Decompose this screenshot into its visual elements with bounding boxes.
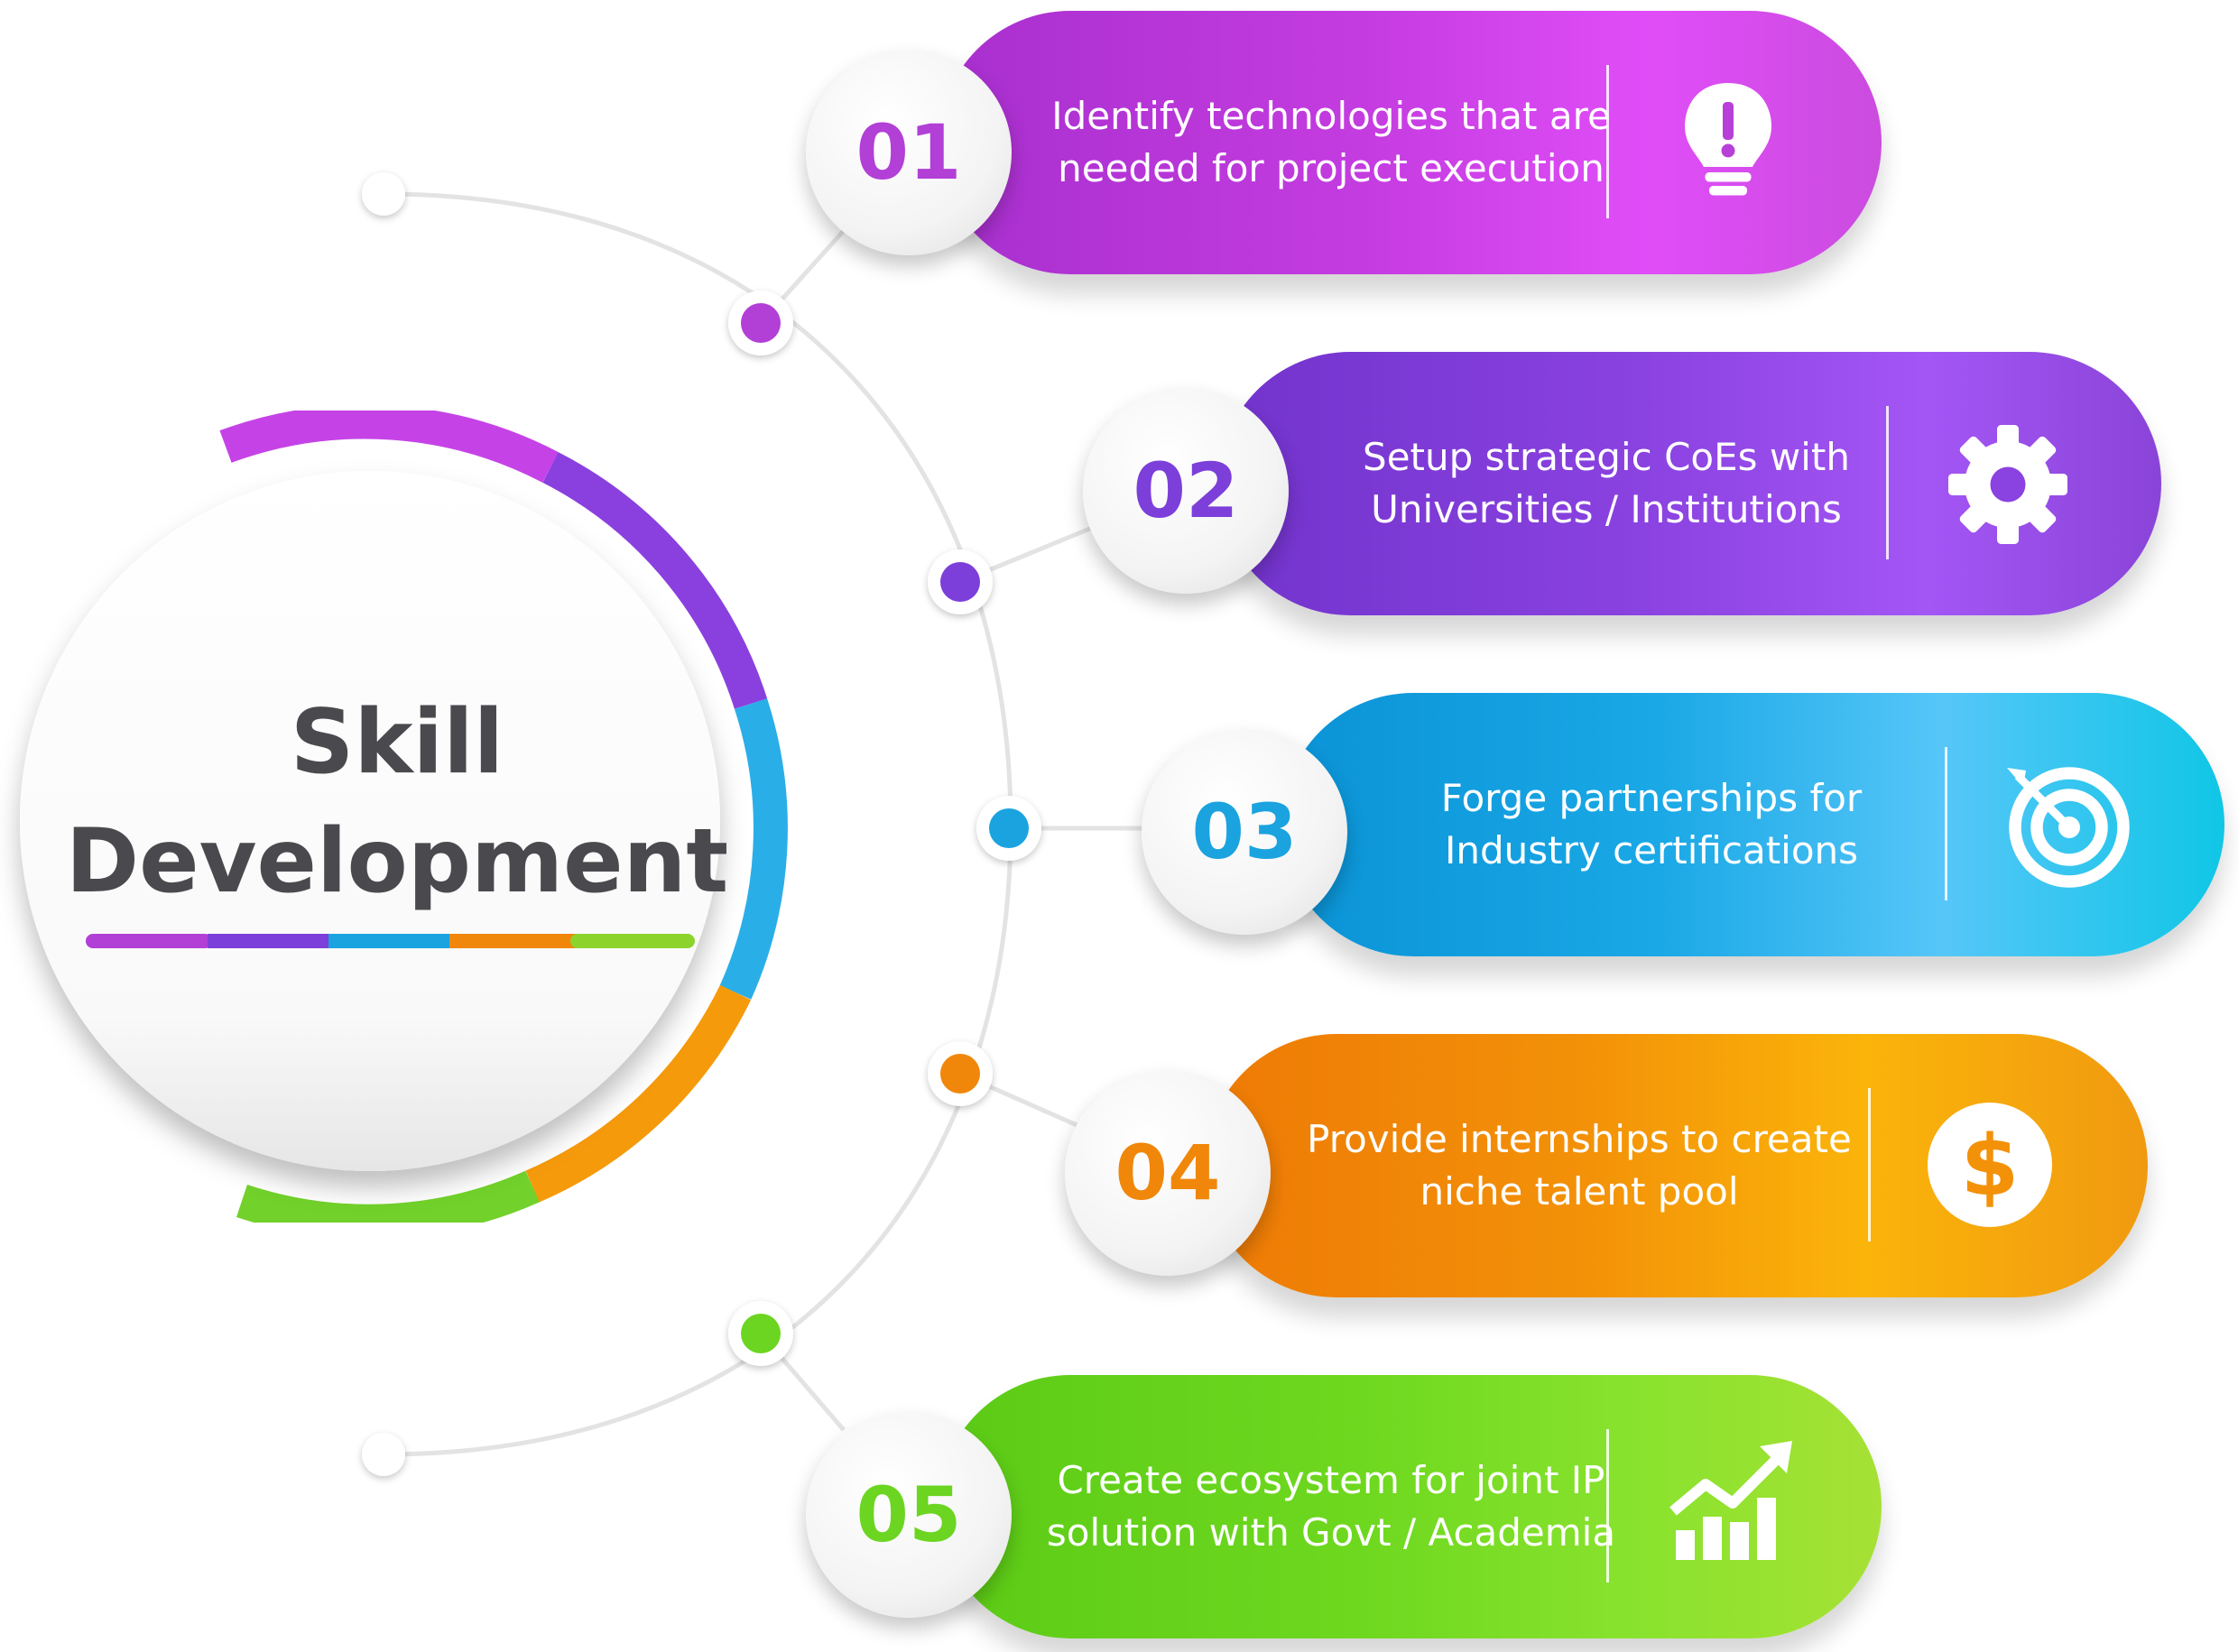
step-04-separator [1868, 1088, 1871, 1241]
step-03-separator [1945, 747, 1947, 900]
step-01-separator [1606, 65, 1609, 218]
step-02-pill: Setup strategic CoEs with Universities /… [1218, 352, 2161, 615]
arc-node-03 [976, 796, 1041, 861]
step-04-line1: Provide internships to create [1307, 1117, 1852, 1161]
title-skill: Skill [290, 691, 504, 794]
step-03-line1: Forge partnerships for [1440, 776, 1863, 820]
step-04-pill: Provide internships to create niche tale… [1205, 1034, 2148, 1297]
step-05-line2: solution with Govt / Academia [1046, 1510, 1616, 1555]
target-icon [2007, 767, 2130, 888]
arc-end-node-top [362, 172, 405, 216]
dollar-coin-icon: $ [1928, 1103, 2052, 1227]
step-02-separator [1886, 406, 1889, 559]
arc-end-node-bottom [362, 1433, 405, 1476]
step-01-line1: Identify technologies that are [1051, 94, 1611, 138]
step-05-separator [1606, 1429, 1609, 1583]
arc-node-05 [728, 1301, 793, 1366]
ring-segment-orange [525, 984, 752, 1203]
title-underline [86, 934, 695, 948]
step-02-line2: Universities / Institutions [1371, 487, 1842, 531]
main-circle [20, 411, 788, 1223]
step-03-number-circle: 03 [1142, 729, 1347, 935]
step-05-number-circle: 05 [806, 1412, 1012, 1618]
lightbulb-exclamation-icon [1685, 83, 1771, 196]
ring-segment-green [236, 1170, 540, 1223]
ring-segment-purple [219, 411, 559, 483]
title-development: Development [65, 810, 729, 913]
step-03-number: 03 [1191, 788, 1298, 876]
step-02-number-circle: 02 [1083, 388, 1289, 594]
step-01-line2: needed for project execution [1058, 146, 1605, 190]
step-02-number: 02 [1133, 447, 1239, 535]
step-01-pill: Identify technologies that are needed fo… [939, 11, 1882, 274]
step-05-line1: Create ecosystem for joint IP [1057, 1458, 1605, 1502]
arc-node-01 [728, 291, 793, 355]
step-05-number: 05 [855, 1471, 962, 1559]
step-01-number: 01 [855, 108, 962, 197]
step-04-line2: niche talent pool [1420, 1169, 1739, 1214]
step-01-number-circle: 01 [806, 50, 1012, 255]
ring-segment-blue [719, 698, 788, 1000]
arc-node-02 [928, 549, 993, 614]
step-04-number: 04 [1114, 1129, 1221, 1217]
step-05-pill: Create ecosystem for joint IP solution w… [939, 1375, 1882, 1638]
step-04-number-circle: 04 [1065, 1070, 1271, 1276]
gear-icon [1948, 425, 2067, 544]
svg-text:$: $ [1961, 1117, 2020, 1214]
step-03-pill: Forge partnerships for Industry certific… [1281, 693, 2224, 956]
arc-node-04 [928, 1041, 993, 1106]
step-03-line2: Industry certifications [1444, 828, 1859, 872]
ring-segment-violet [542, 452, 768, 709]
step-02-line1: Setup strategic CoEs with [1363, 435, 1850, 479]
growth-chart-icon [1669, 1441, 1792, 1560]
